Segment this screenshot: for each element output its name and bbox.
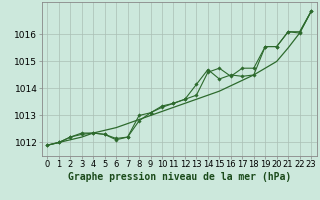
X-axis label: Graphe pression niveau de la mer (hPa): Graphe pression niveau de la mer (hPa) [68,172,291,182]
